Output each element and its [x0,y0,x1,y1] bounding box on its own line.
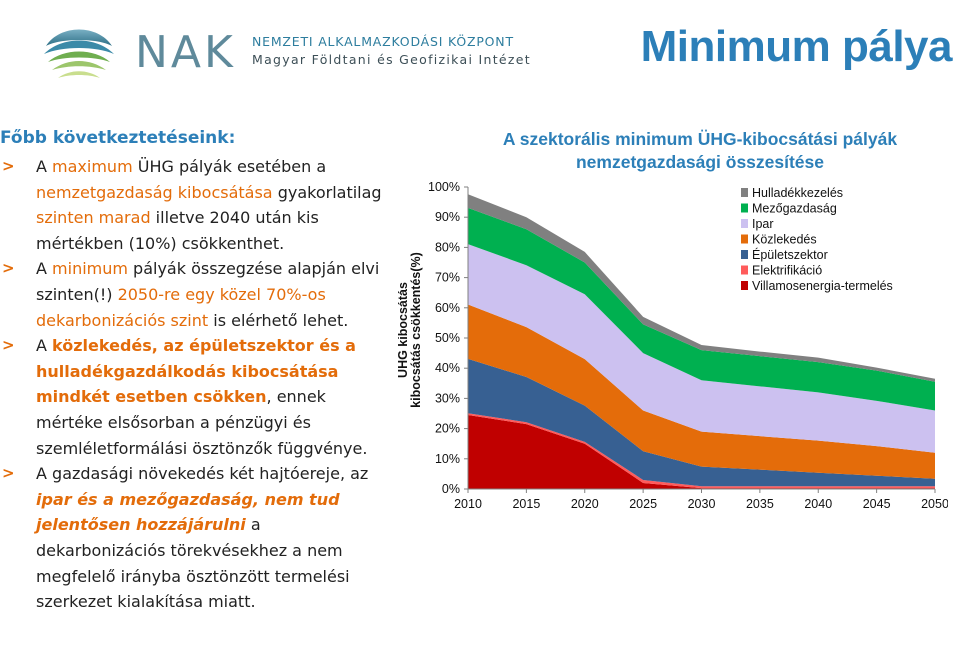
legend-swatch [741,234,748,244]
legend-label: Elektrifikáció [752,264,822,278]
bullet-text: ÜHG pályák esetében a [132,157,327,176]
legend-swatch [741,250,748,259]
bullet-text: A [36,157,53,176]
y-tick-label: 20% [435,422,460,436]
bullet-marker: > [2,464,15,483]
legend-label: Épületszektor [752,247,828,262]
y-tick-label: 40% [435,361,460,375]
y-tick-label: 90% [435,210,460,224]
conclusions-list: > A maximum ÜHG pályák esetében a nemzet… [0,154,392,615]
x-tick-label: 2015 [512,497,540,511]
chart-title-line-1: A szektorális minimum ÜHG-kibocsátási pá… [502,129,898,149]
y-tick-label: 80% [435,240,460,254]
bullet-highlight: ipar és a mezőgazdaság, nem tud jelentős… [36,489,340,535]
y-tick-label: 70% [435,271,460,285]
list-item: > A minimum pályák összegzése alapján el… [0,256,392,333]
page-title: Minimum pálya [640,22,953,71]
conclusions-heading: Főbb következtetéseink: [0,128,236,148]
area-series-2 [468,358,935,487]
legend-label: Hulladékkezelés [752,186,843,200]
area-series-0 [468,415,935,489]
x-tick-label: 2045 [863,497,891,511]
bullet-highlight: szinten marad [36,208,151,228]
bullet-highlight: nemzetgazdaság kibocsátása [36,182,273,202]
y-tick-label: 50% [435,331,460,345]
bullet-text: pályák összegzése alapján elvi szinten(!… [36,259,380,304]
y-tick-label: 30% [435,391,460,405]
nak-logo: NAK NEMZETI ALKALMAZKODÁSI KÖZPONT Magya… [40,18,530,88]
area-series-6 [468,194,935,382]
bullet-text: illetve 2040 után kis mértékben (10%) cs… [36,208,319,253]
y-axis-label-line-1: ÜHG kibocsátás [398,282,410,378]
bullet-marker: > [2,336,15,355]
x-tick-label: 2030 [688,497,716,511]
bullet-text: A gazdasági növekedés két hajtóereje, az [36,464,369,484]
nak-logo-mark-icon [44,29,114,78]
y-tick-label: 0% [442,482,460,496]
bullet-highlight: közlekedés, az épületszektor és a hullad… [36,336,356,407]
logo-abbreviation: NAK [135,27,236,78]
legend-swatch [741,203,748,213]
legend-swatch [741,281,748,290]
x-tick-label: 2020 [571,497,599,511]
conclusions-panel: Főbb következtetéseink: > A maximum ÜHG … [0,128,392,615]
y-tick-label: 60% [435,301,460,315]
area-series-1 [468,413,935,489]
legend-label: Mezőgazdaság [752,202,837,216]
bullet-highlight: 2050-re egy közel 70%-os dekarbonizációs… [36,284,326,330]
list-item: > A gazdasági növekedés két hajtóereje, … [0,461,392,615]
stacked-area-chart: 0% 10% 20% 30% 40% 50% 60% 70% 80% 90% 100% 2010 201… [398,180,948,511]
legend-label: Villamosenergia-termelés [752,279,893,293]
logo-line-1: NEMZETI ALKALMAZKODÁSI KÖZPONT [252,34,514,49]
bullet-marker: > [2,157,15,175]
legend-swatch [741,219,748,228]
y-tick-label: 10% [435,452,460,466]
bullet-text: A [36,259,53,279]
legend-label: Ipar [752,217,774,231]
x-tick-label: 2025 [629,497,657,511]
chart-title-line-2: nemzetgazdasági összesítése [575,152,825,172]
y-axis-label-line-2: kibocsátás csökkentés(%) [409,252,423,408]
bullet-highlight: minimum [52,259,128,279]
area-series-3 [468,304,935,479]
bullet-text: is elérhető lehet. [208,310,349,330]
x-tick-label: 2010 [454,497,482,511]
area-series-4 [468,244,935,453]
x-tick-label: 2035 [746,497,774,511]
list-item: > A közlekedés, az épületszektor és a hu… [0,333,392,461]
legend-label: Közlekedés [752,233,817,247]
bullet-highlight: maximum [52,157,133,176]
bullet-text: a dekarbonizációs törekvésekhez a nem me… [36,515,350,612]
legend-swatch [741,188,748,197]
x-tick-label: 2040 [804,497,832,511]
bullet-marker: > [2,259,15,278]
bullet-text: gyakorlatilag [272,182,382,202]
x-tick-label: 2050 [921,497,948,511]
bullet-text: A [36,336,53,356]
bullet-text: , ennek mértéke elsősorban a pénzügyi és… [36,387,368,458]
list-item: > A maximum ÜHG pályák esetében a nemzet… [0,154,392,256]
area-series-5 [468,207,935,411]
logo-line-2: Magyar Földtani és Geofizikai Intézet [252,52,531,67]
legend-swatch [741,265,748,275]
chart-title: A szektorális minimum ÜHG-kibocsátási pá… [470,128,930,174]
y-tick-label: 100% [428,180,460,194]
